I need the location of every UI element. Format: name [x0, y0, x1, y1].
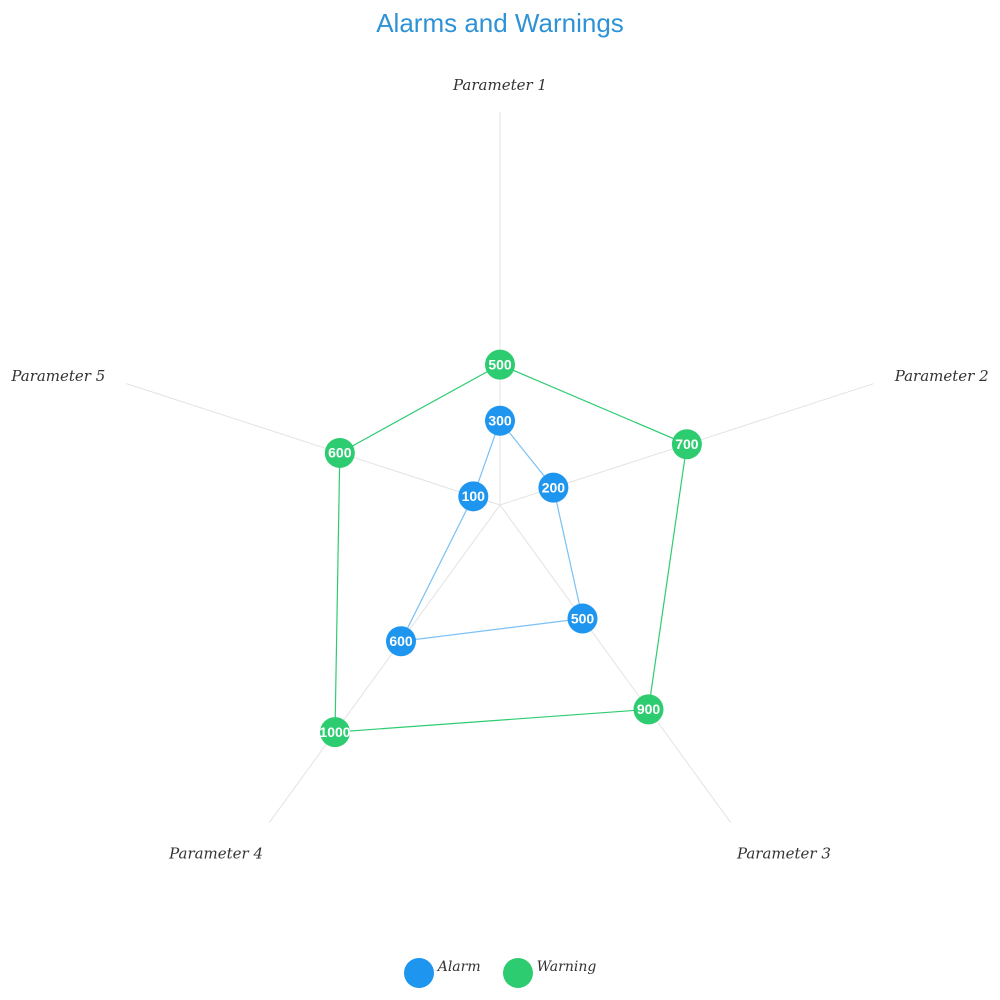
legend-item-warning[interactable]: Warning [502, 958, 597, 988]
data-point[interactable]: 600 [324, 437, 355, 468]
axis-spoke [268, 504, 501, 824]
data-point-marker[interactable] [485, 349, 515, 380]
axis-spoke [499, 504, 732, 824]
legend: Alarm Warning [0, 958, 1000, 988]
axis-label: Parameter 4 [168, 845, 263, 863]
data-point[interactable]: 700 [671, 429, 702, 460]
chart-title: Alarms and Warnings [376, 8, 624, 38]
data-label: 600 [328, 445, 352, 461]
data-label: 500 [488, 356, 512, 372]
data-point-marker[interactable] [458, 481, 489, 512]
legend-swatch-alarm [403, 958, 434, 988]
data-point-marker[interactable] [567, 603, 598, 634]
data-label: 300 [488, 412, 512, 428]
data-point-marker[interactable] [386, 626, 417, 657]
series-line [399, 419, 584, 642]
axis-labels: Parameter 1 Parameter 2 Parameter 3 Paramet… [10, 76, 988, 863]
series-line [334, 363, 688, 733]
data-label: 100 [462, 488, 486, 504]
data-point[interactable]: 1000 [319, 717, 351, 748]
axis-label: Parameter 2 [894, 367, 989, 385]
axis-label: Parameter 5 [10, 367, 105, 385]
axis-label: Parameter 3 [736, 845, 831, 863]
axis-label: Parameter 1 [452, 76, 547, 94]
legend-item-alarm[interactable]: Alarm [403, 958, 481, 988]
data-label: 500 [571, 610, 595, 626]
data-point[interactable]: 600 [386, 626, 417, 657]
data-point[interactable]: 200 [538, 472, 569, 503]
data-label: 700 [675, 436, 699, 452]
data-point-marker[interactable] [320, 717, 351, 748]
series-layer: 300 200 500 600 100 500 700 900 1000 600 [319, 349, 702, 748]
data-point[interactable]: 300 [485, 405, 515, 436]
legend-label-alarm: Alarm [437, 959, 481, 975]
axis-spoke [126, 383, 501, 506]
data-label: 200 [542, 479, 566, 495]
data-point-marker[interactable] [485, 405, 515, 436]
data-label: 1000 [319, 724, 350, 740]
data-point-marker[interactable] [671, 429, 702, 460]
data-point[interactable]: 500 [485, 349, 515, 380]
legend-label-warning: Warning [536, 959, 597, 975]
data-label: 900 [637, 701, 661, 717]
radial-grid [126, 112, 874, 824]
data-point[interactable]: 100 [458, 481, 489, 512]
data-point[interactable]: 900 [633, 694, 664, 725]
legend-swatch-warning [502, 958, 533, 988]
data-point-marker[interactable] [538, 472, 569, 503]
data-point-marker[interactable] [324, 437, 355, 468]
data-point-marker[interactable] [633, 694, 664, 725]
data-point[interactable]: 500 [567, 603, 598, 634]
data-label: 600 [389, 633, 413, 649]
